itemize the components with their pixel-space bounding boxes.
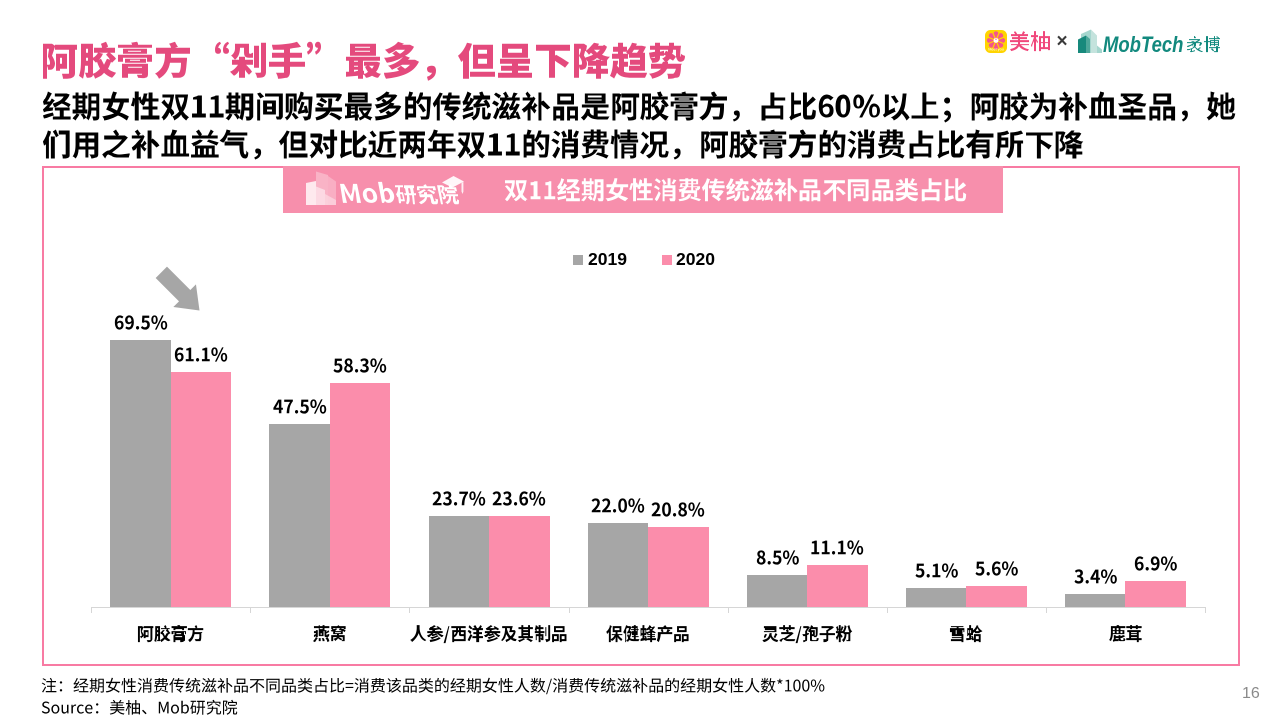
svg-text:Meet you: Meet you [988, 48, 1004, 52]
